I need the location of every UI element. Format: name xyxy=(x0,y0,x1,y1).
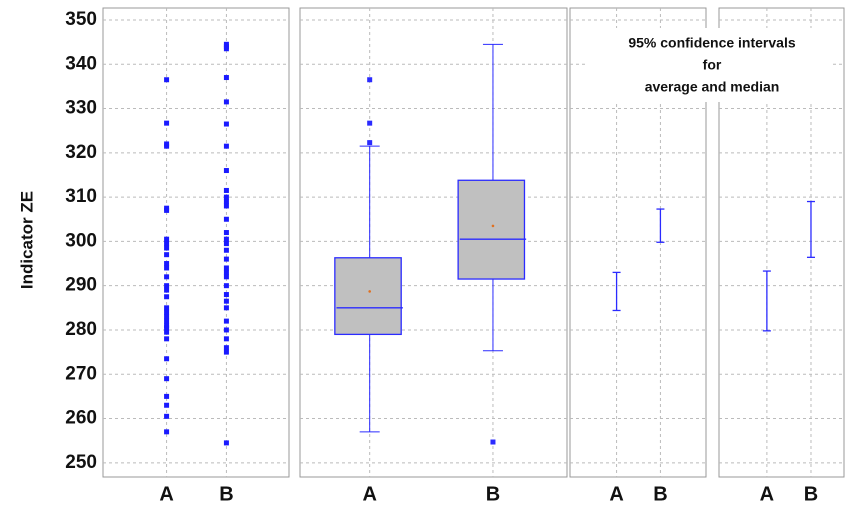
data-point xyxy=(223,168,229,174)
y-tick-label: 260 xyxy=(65,408,97,429)
data-point xyxy=(223,216,229,222)
data-point xyxy=(164,241,170,247)
data-point xyxy=(164,309,170,315)
data-point xyxy=(164,287,170,293)
box xyxy=(334,257,402,336)
data-point xyxy=(223,327,229,333)
x-tick-label: B xyxy=(486,483,500,505)
data-point xyxy=(223,336,229,342)
annotation-background xyxy=(588,28,833,102)
data-point xyxy=(223,247,229,253)
mean xyxy=(491,224,495,228)
data-point xyxy=(164,325,170,331)
data-point xyxy=(164,356,170,362)
box xyxy=(457,179,526,280)
annotation: 95% confidence intervals xyxy=(628,35,796,51)
x-tick-label: B xyxy=(219,483,233,505)
data-point xyxy=(223,194,229,200)
data-point xyxy=(223,203,229,209)
data-point xyxy=(223,265,229,271)
data-point xyxy=(164,314,170,320)
data-point xyxy=(164,283,170,289)
data-point xyxy=(223,440,229,446)
data-point xyxy=(223,75,229,81)
x-tick-label: A xyxy=(159,483,173,505)
x-tick-label: B xyxy=(804,483,818,505)
data-point xyxy=(164,274,170,280)
data-point xyxy=(164,376,170,382)
y-tick-label: 350 xyxy=(65,9,97,30)
x-tick-label: A xyxy=(609,483,623,505)
x-tick-label: A xyxy=(760,483,774,505)
outlier xyxy=(490,439,496,445)
data-point xyxy=(223,349,229,355)
annotation: average and median xyxy=(645,79,780,95)
data-point xyxy=(223,187,229,193)
annotation: for xyxy=(703,57,722,73)
outlier xyxy=(367,140,373,146)
x-tick-label: A xyxy=(362,483,376,505)
y-tick-label: 310 xyxy=(65,186,97,207)
data-point xyxy=(223,269,229,275)
data-point xyxy=(223,283,229,289)
y-tick-label: 270 xyxy=(65,363,97,384)
data-point xyxy=(223,230,229,236)
outlier xyxy=(367,77,373,83)
data-point xyxy=(164,429,170,435)
data-point xyxy=(164,252,170,258)
y-tick-label: 300 xyxy=(65,230,97,251)
data-point xyxy=(164,143,170,149)
data-point xyxy=(164,261,170,267)
data-point xyxy=(223,236,229,242)
data-point xyxy=(164,336,170,342)
y-axis-label: Indicator ZE xyxy=(17,191,36,289)
data-point xyxy=(164,402,170,408)
data-point xyxy=(223,345,229,351)
y-tick-label: 320 xyxy=(65,142,97,163)
data-point xyxy=(164,207,170,213)
data-point xyxy=(223,121,229,127)
panel-frame xyxy=(299,7,568,478)
data-point xyxy=(223,46,229,52)
data-point xyxy=(223,199,229,205)
data-point xyxy=(223,292,229,298)
data-point xyxy=(164,120,170,126)
data-point xyxy=(164,77,170,83)
data-point xyxy=(164,294,170,300)
mean xyxy=(368,290,371,293)
y-tick-label: 340 xyxy=(65,53,97,74)
y-tick-label: 250 xyxy=(65,452,97,473)
data-point xyxy=(164,236,170,242)
y-tick-label: 280 xyxy=(65,319,97,340)
y-tick-label: 330 xyxy=(65,98,97,119)
data-point xyxy=(164,305,170,311)
data-point xyxy=(164,318,170,324)
data-point xyxy=(164,245,170,251)
x-tick-label: B xyxy=(653,483,667,505)
outlier xyxy=(367,120,373,126)
data-point xyxy=(164,393,170,399)
data-point xyxy=(223,318,229,324)
data-point xyxy=(164,265,170,271)
data-point xyxy=(164,413,170,419)
data-point xyxy=(223,241,229,247)
y-tick-label: 290 xyxy=(65,275,97,296)
data-point xyxy=(223,305,229,311)
data-point xyxy=(223,99,229,105)
data-point xyxy=(164,329,170,335)
data-point xyxy=(223,274,229,280)
panel-frame xyxy=(102,7,290,478)
data-point xyxy=(223,298,229,304)
data-point xyxy=(223,143,229,149)
data-point xyxy=(223,256,229,262)
